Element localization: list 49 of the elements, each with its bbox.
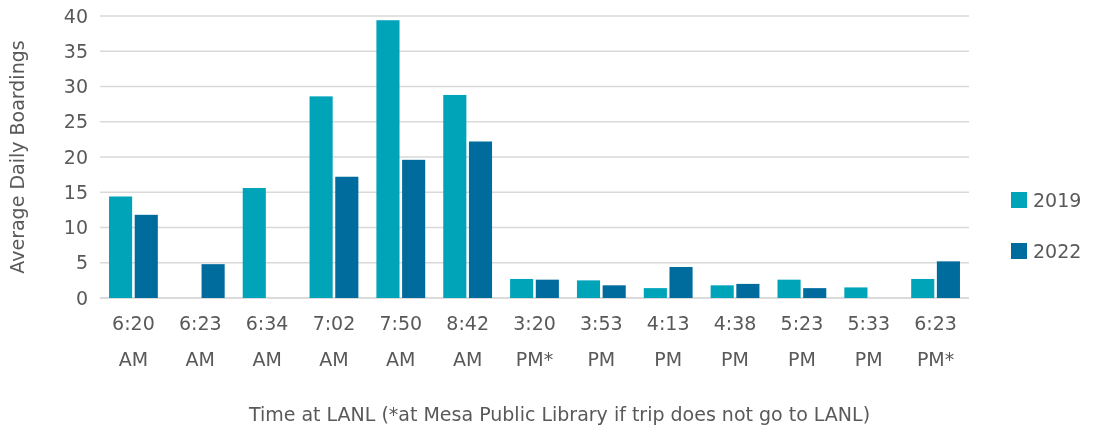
x-tick-label: 4:13 PM <box>646 312 690 370</box>
bar <box>803 288 827 298</box>
y-tick-label: 20 <box>63 145 88 168</box>
x-tick-label: 6:20 AM <box>112 312 155 370</box>
bar <box>643 288 667 298</box>
y-tick-label: 10 <box>63 216 88 239</box>
bar <box>736 283 760 298</box>
bar <box>777 279 801 298</box>
y-tick-label: 35 <box>63 39 88 62</box>
x-tick-label: 6:34 AM <box>245 312 289 370</box>
bar <box>576 280 601 298</box>
x-tick-label: 7:02 AM <box>312 312 356 370</box>
bar <box>134 214 158 298</box>
bar <box>402 159 426 298</box>
legend-label: 2019 <box>1033 188 1082 211</box>
x-tick-label: 6:23 AM <box>178 312 222 370</box>
y-tick-label: 40 <box>63 4 88 27</box>
x-tick-label: 5:23 PM <box>780 312 824 370</box>
bar <box>602 285 626 298</box>
bar <box>911 278 935 298</box>
y-tick-label: 25 <box>63 110 88 133</box>
bar <box>535 279 559 298</box>
x-tick-label: 8:42 AM <box>446 312 489 370</box>
bar <box>669 266 693 298</box>
bar <box>335 176 359 298</box>
y-axis-title: Average Daily Boardings <box>6 40 28 274</box>
bar <box>510 278 534 298</box>
bar <box>109 196 133 298</box>
x-axis-title: Time at LANL (*at Mesa Public Library if trip does not go to LANL) <box>247 403 871 425</box>
x-tick-label: 3:53 PM <box>580 312 623 370</box>
y-tick-label: 0 <box>75 286 88 309</box>
bar <box>201 264 225 298</box>
bar <box>844 287 868 298</box>
bar <box>376 20 400 298</box>
x-tick-label: 3:20 PM* <box>513 312 556 370</box>
y-tick-label: 30 <box>63 75 88 98</box>
bar <box>710 285 734 298</box>
legend-label: 2022 <box>1033 239 1082 262</box>
bar <box>242 188 266 298</box>
x-tick-label: 6:23 PM* <box>914 312 957 370</box>
bar <box>443 94 467 298</box>
bar <box>936 261 960 298</box>
y-tick-label: 5 <box>75 251 88 274</box>
bar <box>309 96 333 298</box>
bar <box>468 141 493 298</box>
x-tick-label: 7:50 AM <box>379 312 423 370</box>
x-tick-label: 4:38 PM <box>713 312 757 370</box>
y-tick-label: 15 <box>63 180 88 203</box>
x-tick-label: 5:33 PM <box>847 312 891 370</box>
